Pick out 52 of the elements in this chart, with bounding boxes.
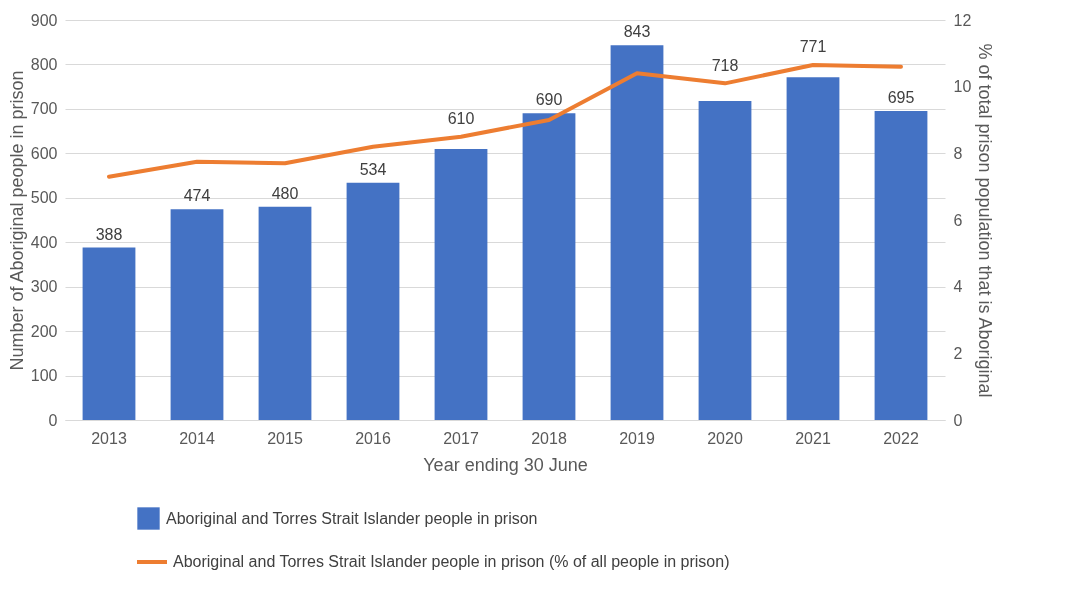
bar xyxy=(170,209,224,420)
data-label: 474 xyxy=(183,187,211,205)
y-tick-label: 400 xyxy=(30,233,58,251)
y2-tick-label: 8 xyxy=(953,144,963,162)
y2-tick-label: 0 xyxy=(953,411,963,429)
data-label: 718 xyxy=(711,56,739,74)
x-axis-title: Year ending 30 June xyxy=(423,454,588,475)
y-tick-label: 800 xyxy=(30,55,58,73)
bar xyxy=(698,100,752,420)
data-label: 534 xyxy=(359,160,387,178)
data-label: 388 xyxy=(95,225,123,243)
y-axis-title: Number of Aboriginal people in prison xyxy=(6,70,27,371)
y-tick-label: 100 xyxy=(30,367,58,385)
x-tick-label: 2019 xyxy=(619,429,655,447)
y2-tick-label: 6 xyxy=(953,211,963,229)
y-tick-label: 200 xyxy=(30,322,58,340)
x-tick-label: 2020 xyxy=(707,429,743,447)
bar xyxy=(786,77,840,420)
bar xyxy=(346,182,400,420)
x-tick-label: 2022 xyxy=(883,429,919,447)
x-tick-label: 2017 xyxy=(443,429,479,447)
x-tick-label: 2014 xyxy=(179,429,215,447)
bar xyxy=(82,247,136,420)
x-tick-label: 2016 xyxy=(355,429,391,447)
y-tick-label: 900 xyxy=(30,11,58,29)
data-label: 480 xyxy=(271,184,299,202)
y2-tick-label: 10 xyxy=(953,78,972,96)
bar xyxy=(434,148,488,420)
data-label: 610 xyxy=(447,109,475,127)
y2-tick-label: 4 xyxy=(953,278,963,296)
y2-tick-label: 12 xyxy=(953,11,972,29)
y2-axis-title: % of total prison population that is Aboriginal xyxy=(975,43,996,398)
y-tick-label: 300 xyxy=(30,278,58,296)
legend-label: Aboriginal and Torres Strait Islander people in prison xyxy=(166,509,538,527)
bar xyxy=(522,113,576,420)
data-label: 690 xyxy=(535,91,563,109)
x-tick-label: 2018 xyxy=(531,429,567,447)
data-label: 843 xyxy=(623,23,651,41)
bar xyxy=(874,111,928,420)
x-tick-label: 2021 xyxy=(795,429,831,447)
x-tick-label: 2013 xyxy=(91,429,127,447)
y2-tick-label: 2 xyxy=(953,344,963,362)
x-tick-label: 2015 xyxy=(267,429,303,447)
bar xyxy=(610,45,664,420)
y-tick-label: 500 xyxy=(30,189,58,207)
y-tick-label: 0 xyxy=(48,411,58,429)
data-label: 771 xyxy=(799,38,827,56)
y-tick-label: 600 xyxy=(30,144,58,162)
bar xyxy=(258,206,312,420)
legend-label: Aboriginal and Torres Strait Islander people in prison (% of all people in prison) xyxy=(173,553,730,570)
y-tick-label: 700 xyxy=(30,100,58,118)
data-label: 695 xyxy=(887,89,915,107)
